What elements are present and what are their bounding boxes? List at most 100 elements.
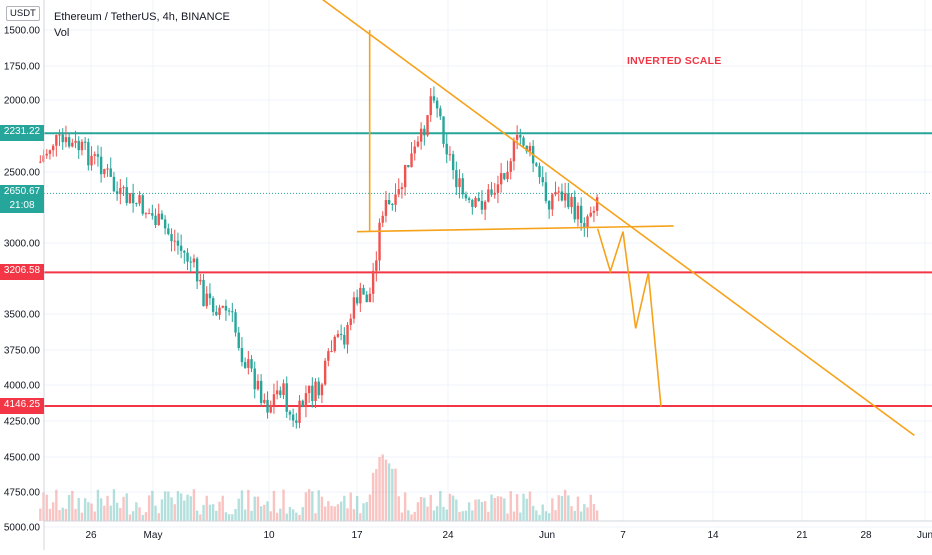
volume-bars (39, 454, 599, 521)
candle-body (567, 193, 570, 208)
candle-body (365, 294, 368, 303)
time-tick-label: Jun (917, 530, 932, 541)
candle-body (51, 145, 55, 151)
volume-bar (423, 497, 426, 521)
time-tick-label: 10 (263, 530, 275, 541)
projection-path (596, 228, 662, 407)
volume-bar (304, 492, 308, 521)
time-tick-label: 14 (707, 530, 719, 541)
candle-body (480, 200, 484, 210)
volume-bar (240, 490, 244, 521)
volume-bar (410, 514, 413, 521)
candle-body (243, 362, 247, 368)
volume-bar (58, 510, 61, 521)
candle-body (506, 171, 509, 180)
candle-body (285, 383, 288, 412)
currency-badge[interactable]: USDT (6, 6, 40, 21)
candle-body (522, 137, 525, 146)
candle-body (45, 153, 48, 156)
candle-body (39, 161, 42, 163)
candle-body (112, 176, 116, 192)
candle-body (189, 261, 192, 263)
candle-body (147, 213, 151, 215)
volume-bar (407, 510, 410, 521)
volume-bar (189, 496, 192, 521)
volume-bar (275, 512, 279, 521)
candle-body (336, 333, 340, 337)
volume-bar (570, 506, 573, 521)
time-tick-label: 28 (860, 530, 872, 541)
candle-body (519, 134, 522, 138)
volume-bar (243, 509, 247, 521)
candle-body (499, 173, 503, 185)
candle-body (589, 212, 592, 217)
volume-bar (288, 506, 292, 521)
candle-body (263, 399, 266, 403)
chart-legend: Ethereum / TetherUS, 4h, BINANCE Vol (54, 9, 230, 41)
volume-bar (464, 510, 468, 521)
candle-body (375, 260, 378, 271)
candle-body (240, 348, 244, 363)
candle-body (199, 279, 202, 282)
candle-body (407, 165, 410, 168)
candle-body (77, 140, 80, 151)
candle-body (314, 381, 317, 401)
candle-body (83, 141, 87, 143)
volume-bar (39, 508, 42, 521)
candle-body (115, 191, 119, 195)
candle-body (90, 155, 93, 166)
candle-body (346, 324, 349, 345)
candle-body (557, 191, 560, 193)
volume-bar (397, 496, 400, 521)
volume-bar (355, 496, 359, 521)
candle-body (138, 195, 141, 204)
volume-bar (586, 507, 589, 521)
candle-body (151, 213, 154, 216)
candle-body (413, 146, 416, 154)
volume-bar (218, 501, 221, 521)
price-tick-label: 4000.00 (4, 381, 41, 392)
candle-body (471, 200, 474, 207)
candle-body (259, 380, 263, 403)
price-axis[interactable]: 1500.00 1750.00 2000.00 2500.00 3000.00 3500.… (4, 26, 41, 534)
volume-bar (477, 499, 480, 521)
volume-bar (557, 495, 560, 521)
time-tick-label: 26 (85, 530, 97, 541)
candle-body (205, 293, 208, 307)
candle-body (547, 200, 551, 210)
volume-bar (567, 495, 570, 521)
volume-bar (259, 506, 263, 521)
volume-bar (381, 454, 384, 521)
volume-label[interactable]: Vol (54, 27, 70, 39)
volume-bar (147, 495, 151, 521)
volume-bar (525, 498, 528, 521)
candle-body (256, 380, 260, 390)
candle-body (474, 197, 477, 207)
volume-bar (519, 512, 522, 521)
price-tick-label: 4250.00 (4, 417, 41, 428)
candle-body (432, 96, 436, 101)
time-axis[interactable]: 26 May 10 17 24 Jun 7 14 21 28 Jun (85, 530, 932, 541)
volume-bar (119, 508, 122, 521)
price-badge-countdown: 21:08 (9, 200, 35, 212)
candle-body (234, 312, 237, 333)
candle-body (330, 351, 333, 353)
volume-bar (285, 513, 288, 521)
volume-bar (311, 491, 314, 521)
candle-body (387, 200, 391, 204)
candle-body (269, 405, 272, 413)
volume-bar (234, 508, 237, 521)
candle-body (544, 182, 548, 201)
volume-bar (51, 502, 55, 521)
candle-body (419, 128, 423, 142)
symbol-title[interactable]: Ethereum / TetherUS, 4h, BINANCE (54, 11, 230, 23)
volume-bar (186, 494, 189, 521)
volume-bar (592, 504, 596, 521)
candle-body (192, 258, 196, 263)
volume-bar (480, 501, 484, 521)
candle-body (109, 168, 112, 177)
candle-body (141, 195, 144, 214)
candle-body (176, 240, 180, 246)
